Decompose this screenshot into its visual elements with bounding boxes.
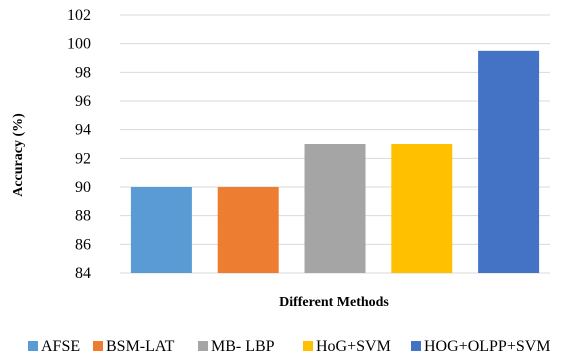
bar bbox=[391, 144, 453, 273]
legend-label: AFSE bbox=[41, 338, 80, 355]
legend-label: HOG+OLPP+SVM bbox=[424, 338, 551, 355]
legend-swatch bbox=[303, 341, 313, 351]
y-tick-label: 94 bbox=[75, 122, 91, 139]
y-tick-label: 84 bbox=[75, 265, 91, 282]
y-tick-labels: 84 86 88 90 92 94 96 98 100 102 bbox=[67, 7, 91, 282]
legend-swatch bbox=[93, 341, 103, 351]
y-tick-label: 102 bbox=[67, 7, 91, 24]
y-tick-label: 96 bbox=[75, 93, 91, 110]
y-tick-label: 100 bbox=[67, 36, 91, 53]
y-axis-title: Accuracy (%) bbox=[11, 113, 26, 197]
bar bbox=[478, 50, 540, 274]
y-tick-label: 98 bbox=[75, 64, 91, 81]
y-tick-label: 86 bbox=[75, 236, 91, 253]
y-tick-label: 92 bbox=[75, 150, 91, 167]
legend: AFSE BSM-LAT MB- LBP HoG+SVM HOG+OLPP+SVM bbox=[28, 338, 551, 355]
y-tick-label: 88 bbox=[75, 208, 91, 225]
legend-swatch bbox=[198, 341, 208, 351]
legend-label: MB- LBP bbox=[211, 338, 275, 355]
bar bbox=[304, 144, 366, 273]
bar bbox=[130, 187, 192, 273]
legend-label: HoG+SVM bbox=[316, 338, 391, 355]
legend-swatch bbox=[28, 341, 38, 351]
bar bbox=[217, 187, 279, 273]
x-axis-title: Different Methods bbox=[279, 295, 389, 310]
legend-swatch bbox=[411, 341, 421, 351]
legend-label: BSM-LAT bbox=[106, 338, 175, 355]
bars bbox=[130, 50, 540, 274]
y-tick-label: 90 bbox=[75, 179, 91, 196]
